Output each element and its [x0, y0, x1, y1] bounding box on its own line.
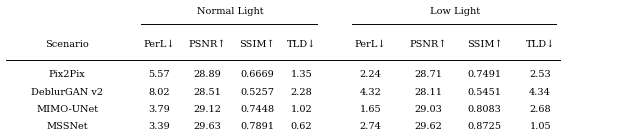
Text: SSIM↑: SSIM↑ — [239, 40, 275, 49]
Text: Scenario: Scenario — [45, 40, 89, 49]
Text: 1.65: 1.65 — [360, 105, 381, 114]
Text: 0.7448: 0.7448 — [240, 105, 275, 114]
Text: TLD↓: TLD↓ — [287, 40, 316, 49]
Text: 2.24: 2.24 — [360, 70, 381, 80]
Text: 1.35: 1.35 — [291, 70, 312, 80]
Text: 29.12: 29.12 — [193, 105, 221, 114]
Text: 2.53: 2.53 — [529, 70, 551, 80]
Text: 4.34: 4.34 — [529, 88, 551, 97]
Text: SSIM↑: SSIM↑ — [467, 40, 502, 49]
Text: 0.8725: 0.8725 — [467, 122, 502, 131]
Text: PerL↓: PerL↓ — [143, 40, 175, 49]
Text: MSSNet: MSSNet — [46, 122, 88, 131]
Text: PSNR↑: PSNR↑ — [410, 40, 447, 49]
Text: 0.7891: 0.7891 — [240, 122, 275, 131]
Text: 2.74: 2.74 — [360, 122, 381, 131]
Text: 0.6669: 0.6669 — [241, 70, 274, 80]
Text: 28.89: 28.89 — [193, 70, 221, 80]
Text: 28.71: 28.71 — [414, 70, 442, 80]
Text: 28.11: 28.11 — [414, 88, 442, 97]
Text: 29.63: 29.63 — [193, 122, 221, 131]
Text: 29.03: 29.03 — [414, 105, 442, 114]
Text: 0.7491: 0.7491 — [467, 70, 502, 80]
Text: MIMO-UNet: MIMO-UNet — [36, 105, 99, 114]
Text: Pix2Pix: Pix2Pix — [49, 70, 86, 80]
Text: 1.05: 1.05 — [529, 122, 551, 131]
Text: 0.62: 0.62 — [291, 122, 312, 131]
Text: DeblurGAN v2: DeblurGAN v2 — [31, 88, 103, 97]
Text: 0.8083: 0.8083 — [468, 105, 501, 114]
Text: 0.5257: 0.5257 — [240, 88, 275, 97]
Text: Normal Light: Normal Light — [197, 7, 264, 16]
Text: 0.5451: 0.5451 — [467, 88, 502, 97]
Text: TLD↓: TLD↓ — [525, 40, 555, 49]
Text: 1.02: 1.02 — [291, 105, 312, 114]
Text: 3.79: 3.79 — [148, 105, 170, 114]
Text: PerL↓: PerL↓ — [355, 40, 387, 49]
Text: 28.51: 28.51 — [193, 88, 221, 97]
Text: 2.68: 2.68 — [529, 105, 551, 114]
Text: 3.39: 3.39 — [148, 122, 170, 131]
Text: 4.32: 4.32 — [360, 88, 381, 97]
Text: 29.62: 29.62 — [414, 122, 442, 131]
Text: 5.57: 5.57 — [148, 70, 170, 80]
Text: 2.28: 2.28 — [291, 88, 312, 97]
Text: Low Light: Low Light — [430, 7, 481, 16]
Text: 8.02: 8.02 — [148, 88, 170, 97]
Text: PSNR↑: PSNR↑ — [189, 40, 226, 49]
